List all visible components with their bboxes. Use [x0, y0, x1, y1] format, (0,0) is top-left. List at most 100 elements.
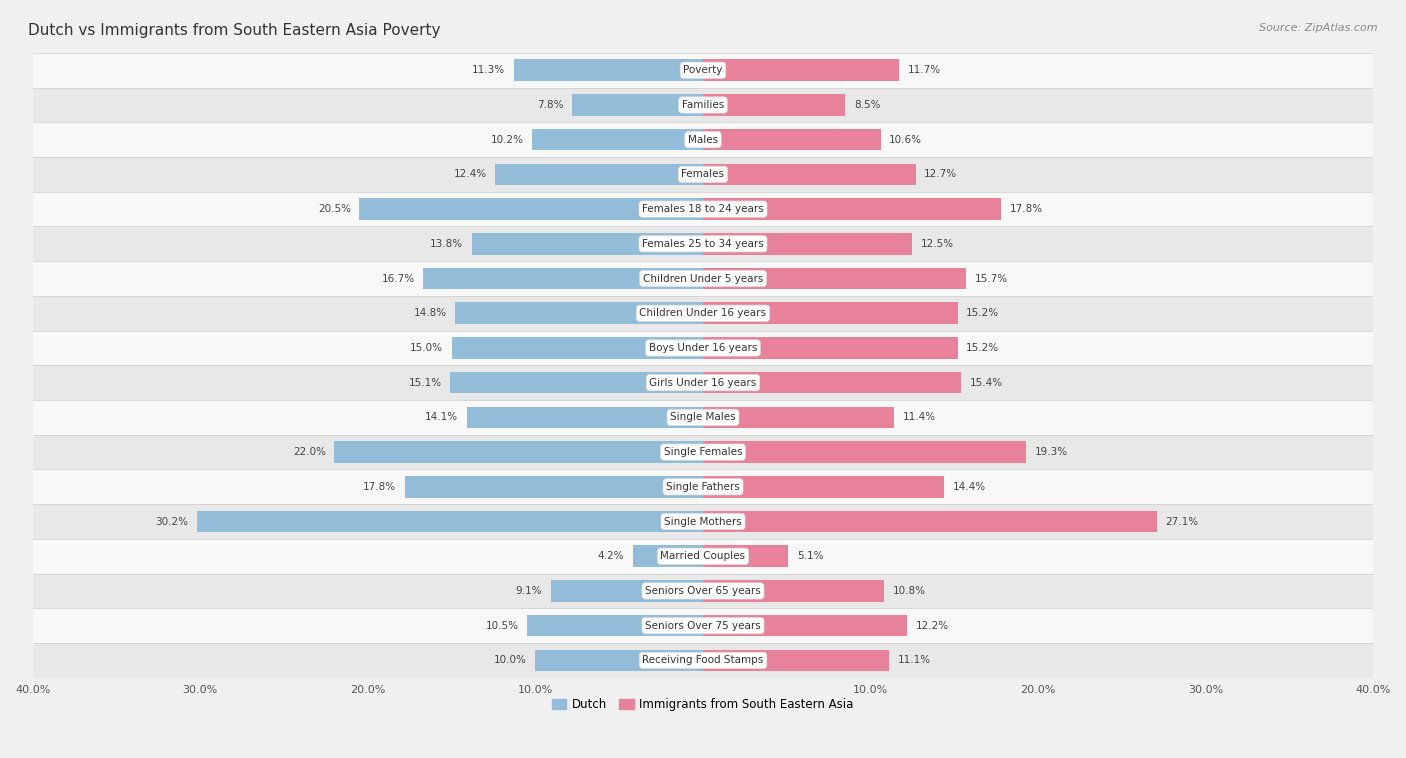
Bar [531, 129, 703, 150]
Text: 7.8%: 7.8% [537, 100, 564, 110]
Bar [360, 199, 703, 220]
Text: 30.2%: 30.2% [156, 516, 188, 527]
Bar [467, 406, 703, 428]
Bar [703, 94, 845, 116]
Bar [703, 580, 884, 602]
Bar [703, 372, 962, 393]
Bar [703, 59, 898, 81]
Bar [551, 580, 703, 602]
Text: Girls Under 16 years: Girls Under 16 years [650, 377, 756, 387]
Text: Females 25 to 34 years: Females 25 to 34 years [643, 239, 763, 249]
Text: Single Fathers: Single Fathers [666, 482, 740, 492]
Bar [32, 53, 1374, 88]
Text: 22.0%: 22.0% [292, 447, 326, 457]
Bar [405, 476, 703, 497]
Text: 12.2%: 12.2% [915, 621, 949, 631]
Text: 27.1%: 27.1% [1166, 516, 1199, 527]
Bar [32, 157, 1374, 192]
Bar [32, 400, 1374, 435]
Bar [197, 511, 703, 532]
Bar [32, 469, 1374, 504]
Bar [32, 609, 1374, 643]
Text: 9.1%: 9.1% [516, 586, 543, 596]
Text: Poverty: Poverty [683, 65, 723, 75]
Bar [456, 302, 703, 324]
Bar [32, 262, 1374, 296]
Text: Single Mothers: Single Mothers [664, 516, 742, 527]
Text: 4.2%: 4.2% [598, 551, 624, 561]
Text: 12.7%: 12.7% [924, 169, 957, 180]
Text: Single Males: Single Males [671, 412, 735, 422]
Text: 10.5%: 10.5% [485, 621, 519, 631]
Text: 5.1%: 5.1% [797, 551, 824, 561]
Text: 19.3%: 19.3% [1035, 447, 1069, 457]
Text: 15.2%: 15.2% [966, 343, 1000, 353]
Bar [703, 337, 957, 359]
Text: 15.1%: 15.1% [409, 377, 441, 387]
Bar [32, 574, 1374, 609]
Bar [703, 268, 966, 290]
Text: Seniors Over 75 years: Seniors Over 75 years [645, 621, 761, 631]
Text: Females: Females [682, 169, 724, 180]
Text: Dutch vs Immigrants from South Eastern Asia Poverty: Dutch vs Immigrants from South Eastern A… [28, 23, 440, 38]
Bar [495, 164, 703, 185]
Bar [703, 441, 1026, 463]
Text: 14.1%: 14.1% [425, 412, 458, 422]
Bar [703, 129, 880, 150]
Bar [513, 59, 703, 81]
Text: 13.8%: 13.8% [430, 239, 464, 249]
Text: 17.8%: 17.8% [363, 482, 396, 492]
Bar [423, 268, 703, 290]
Bar [703, 302, 957, 324]
Text: 11.7%: 11.7% [907, 65, 941, 75]
Bar [536, 650, 703, 671]
Text: 12.5%: 12.5% [921, 239, 955, 249]
Text: 15.0%: 15.0% [411, 343, 443, 353]
Text: 10.2%: 10.2% [491, 135, 523, 145]
Text: Receiving Food Stamps: Receiving Food Stamps [643, 656, 763, 666]
Text: 8.5%: 8.5% [853, 100, 880, 110]
Text: 10.6%: 10.6% [889, 135, 922, 145]
Text: Source: ZipAtlas.com: Source: ZipAtlas.com [1260, 23, 1378, 33]
Bar [703, 546, 789, 567]
Bar [32, 435, 1374, 469]
Text: 10.0%: 10.0% [494, 656, 527, 666]
Bar [703, 650, 889, 671]
Bar [32, 365, 1374, 400]
Bar [527, 615, 703, 637]
Text: 17.8%: 17.8% [1010, 204, 1043, 214]
Text: Children Under 5 years: Children Under 5 years [643, 274, 763, 283]
Bar [703, 164, 915, 185]
Text: 14.8%: 14.8% [413, 309, 447, 318]
Legend: Dutch, Immigrants from South Eastern Asia: Dutch, Immigrants from South Eastern Asi… [547, 693, 859, 716]
Text: Single Females: Single Females [664, 447, 742, 457]
Bar [703, 511, 1157, 532]
Bar [703, 476, 945, 497]
Bar [32, 88, 1374, 122]
Bar [32, 539, 1374, 574]
Bar [32, 643, 1374, 678]
Bar [472, 233, 703, 255]
Bar [32, 192, 1374, 227]
Bar [32, 227, 1374, 262]
Text: Females 18 to 24 years: Females 18 to 24 years [643, 204, 763, 214]
Text: 11.4%: 11.4% [903, 412, 935, 422]
Text: 20.5%: 20.5% [318, 204, 352, 214]
Bar [633, 546, 703, 567]
Text: 11.3%: 11.3% [472, 65, 505, 75]
Bar [32, 296, 1374, 330]
Bar [451, 337, 703, 359]
Bar [32, 504, 1374, 539]
Text: Married Couples: Married Couples [661, 551, 745, 561]
Bar [703, 615, 907, 637]
Text: Families: Families [682, 100, 724, 110]
Text: 15.7%: 15.7% [974, 274, 1008, 283]
Text: 10.8%: 10.8% [893, 586, 925, 596]
Text: Boys Under 16 years: Boys Under 16 years [648, 343, 758, 353]
Bar [703, 406, 894, 428]
Text: Children Under 16 years: Children Under 16 years [640, 309, 766, 318]
Text: 14.4%: 14.4% [953, 482, 986, 492]
Bar [703, 233, 912, 255]
Bar [572, 94, 703, 116]
Text: 12.4%: 12.4% [454, 169, 486, 180]
